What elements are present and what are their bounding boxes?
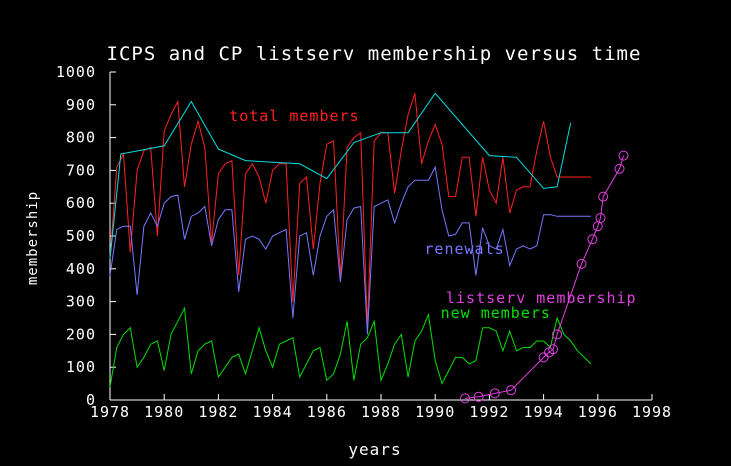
data-point-listserv	[618, 150, 629, 161]
data-point-listserv	[506, 385, 517, 396]
series-line-new	[109, 306, 592, 387]
data-point-listserv	[473, 391, 484, 402]
x-tick-label: 1994	[524, 403, 564, 421]
data-point-listserv	[598, 191, 609, 202]
x-tick-label: 1980	[144, 403, 184, 421]
y-tick-label: 400	[66, 260, 96, 278]
x-tick-label: 1992	[469, 403, 509, 421]
data-point-listserv	[548, 344, 559, 355]
data-point-listserv	[489, 388, 500, 399]
data-point-listserv	[552, 329, 563, 340]
y-tick-label: 900	[66, 96, 96, 114]
series-layer	[109, 92, 629, 404]
y-axis-ticks: 0 100 200 300 400 500 600 700 800 900 1000	[56, 63, 116, 409]
data-point-listserv	[587, 234, 598, 245]
y-tick-label: 100	[66, 358, 96, 376]
y-tick-label: 700	[66, 161, 96, 179]
data-point-listserv	[614, 163, 625, 174]
series-label-new: new members	[441, 304, 551, 322]
series-line-listserv	[464, 155, 624, 399]
y-tick-label: 600	[66, 194, 96, 212]
series-labels: total members renewals new memberslistserv…	[229, 107, 637, 322]
data-point-listserv	[538, 352, 549, 363]
x-tick-label: 1996	[578, 403, 618, 421]
plot-area: 1978 1980 1982 1984 1986 1988 1990 1992 1994 1996…	[56, 63, 672, 421]
y-tick-label: 200	[66, 325, 96, 343]
x-tick-label: 1990	[415, 403, 455, 421]
series-line-renewals	[109, 165, 591, 335]
data-point-listserv	[460, 393, 470, 404]
x-tick-label: 1998	[632, 403, 672, 421]
chart-title: ICPS and CP listserv membership versus t…	[107, 43, 642, 65]
series-label-listserv: listserv membership	[446, 289, 637, 307]
x-tick-label: 1988	[361, 403, 401, 421]
data-point-listserv	[576, 258, 587, 269]
x-tick-label: 1982	[198, 403, 238, 421]
series-line-total	[109, 93, 591, 328]
y-tick-label: 800	[66, 129, 96, 147]
x-tick-label: 1986	[307, 403, 347, 421]
x-axis-ticks: 1978 1980 1982 1984 1986 1988 1990 1992 1994 1996…	[90, 394, 672, 421]
data-point-listserv	[595, 213, 606, 223]
series-label-total: total members	[229, 107, 359, 125]
x-axis-label: years	[348, 440, 401, 459]
series-label-renewals: renewals	[424, 240, 504, 258]
y-tick-label: 0	[86, 391, 96, 409]
y-tick-label: 300	[66, 293, 96, 311]
series-line-envelope	[109, 92, 572, 260]
y-tick-label: 1000	[56, 63, 96, 81]
y-tick-label: 500	[66, 227, 96, 245]
x-tick-label: 1984	[253, 403, 293, 421]
y-axis-label: membership	[25, 191, 41, 285]
x-tick-label: 1978	[90, 403, 130, 421]
